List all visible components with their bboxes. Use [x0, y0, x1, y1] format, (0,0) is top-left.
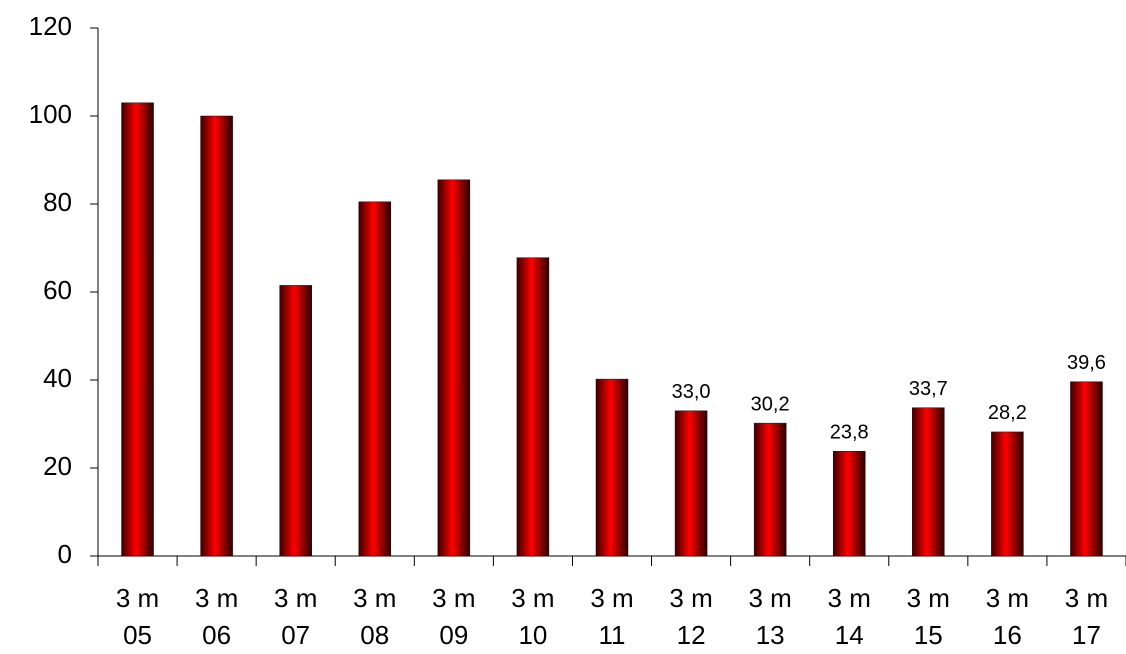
bar	[516, 257, 550, 557]
x-tick-label: 11	[599, 620, 626, 650]
y-tick-label: 60	[43, 275, 72, 305]
x-tick-label: 3 m	[669, 583, 712, 613]
y-tick-label: 120	[29, 11, 72, 41]
value-label: 33,7	[909, 378, 948, 400]
x-tick-label: 3 m	[748, 583, 791, 613]
y-tick-label: 40	[43, 363, 72, 393]
bar	[358, 201, 392, 557]
x-tick-label: 16	[993, 620, 1022, 650]
x-tick-label: 07	[281, 620, 310, 650]
x-tick-label: 06	[202, 620, 231, 650]
x-tick-label: 12	[677, 620, 706, 650]
value-label: 28,2	[988, 402, 1027, 424]
x-tick-label: 3 m	[511, 583, 554, 613]
x-tick-label: 15	[914, 620, 943, 650]
x-tick-label: 3 m	[986, 583, 1029, 613]
bar	[121, 102, 154, 557]
bar	[437, 179, 471, 557]
y-tick-label: 0	[58, 539, 72, 569]
bar	[595, 378, 629, 557]
value-label: 39,6	[1067, 352, 1106, 374]
value-label: 23,8	[830, 422, 869, 444]
bar	[912, 407, 945, 557]
x-tick-label: 3 m	[907, 583, 950, 613]
x-tick-label: 13	[756, 620, 785, 650]
bar	[991, 431, 1024, 557]
bar	[200, 115, 233, 557]
x-tick-label: 09	[439, 620, 468, 650]
bar	[1070, 381, 1103, 557]
value-label: 33,0	[672, 381, 711, 403]
x-tick-label: 10	[518, 620, 547, 650]
x-tick-label: 3 m	[432, 583, 475, 613]
x-tick-label: 3 m	[353, 583, 396, 613]
y-tick-label: 80	[43, 187, 72, 217]
x-tick-label: 14	[835, 620, 864, 650]
y-tick-label: 20	[43, 451, 72, 481]
x-tick-label: 3 m	[828, 583, 871, 613]
x-tick-label: 3 m	[195, 583, 238, 613]
y-tick-label: 100	[29, 99, 72, 129]
x-tick-label: 17	[1072, 620, 1101, 650]
bar	[279, 285, 312, 557]
bar	[832, 451, 866, 557]
x-tick-label: 08	[360, 620, 389, 650]
x-tick-label: 05	[123, 620, 152, 650]
bar	[674, 410, 708, 557]
x-tick-label: 3 m	[116, 583, 159, 613]
x-tick-label: 3 m	[274, 583, 317, 613]
value-label: 30,2	[751, 393, 790, 415]
x-tick-label: 3 m	[590, 583, 633, 613]
x-tick-label: 3 m	[1065, 583, 1108, 613]
bar	[753, 422, 787, 557]
